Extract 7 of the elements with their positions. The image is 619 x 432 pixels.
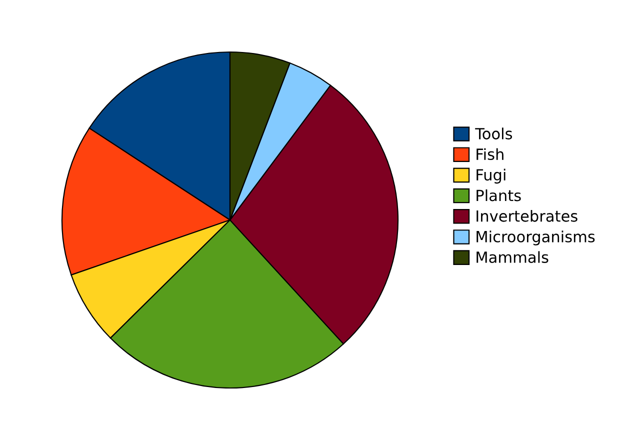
legend-label: Mammals <box>476 251 548 264</box>
legend-label: Microorganisms <box>476 230 595 246</box>
legend-label: Plants <box>476 189 521 202</box>
legend-label: Fish <box>476 148 504 160</box>
legend-label: Invertebrates <box>476 210 578 222</box>
legend-label: Tools <box>475 128 512 140</box>
legend-label: Fugi <box>476 168 506 184</box>
